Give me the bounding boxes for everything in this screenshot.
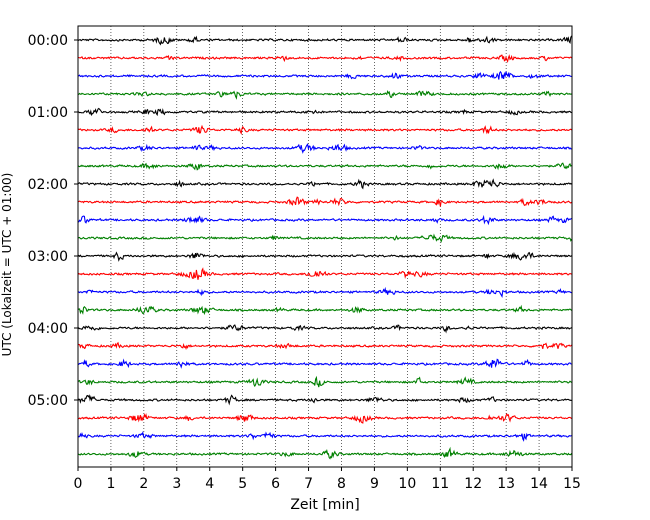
x-tick-label: 4 xyxy=(205,476,214,492)
x-tick-label: 11 xyxy=(431,476,449,492)
x-tick-label: 9 xyxy=(370,476,379,492)
y-tick-label: 05:00 xyxy=(28,393,68,409)
x-tick-label: 8 xyxy=(337,476,346,492)
y-tick-label: 00:00 xyxy=(28,33,68,49)
trace-line xyxy=(77,412,572,424)
y-tick-label: 01:00 xyxy=(28,105,68,121)
x-tick-label: 3 xyxy=(172,476,181,492)
trace-line xyxy=(77,143,572,154)
y-tick-label: 04:00 xyxy=(28,321,68,337)
trace-line xyxy=(77,124,572,136)
x-tick-label: 7 xyxy=(304,476,313,492)
x-tick-label: 15 xyxy=(563,476,581,492)
y-tick-label: 02:00 xyxy=(28,177,68,193)
trace-line xyxy=(77,286,572,299)
x-tick-label: 10 xyxy=(398,476,416,492)
trace-line xyxy=(77,214,572,226)
y-axis-label: UTC (Lokalzeit = UTC + 01:00) xyxy=(0,173,14,357)
x-axis-ticks: 0 1 2 3 4 5 6 7 8 9 10 11 12 13 14 15 xyxy=(74,467,581,492)
trace-line xyxy=(77,196,572,207)
x-tick-label: 13 xyxy=(497,476,515,492)
plot-frame xyxy=(77,25,573,468)
trace-line xyxy=(77,341,572,350)
trace-line xyxy=(77,107,572,117)
x-tick-label: 6 xyxy=(271,476,280,492)
trace-line xyxy=(77,178,572,190)
x-tick-label: 12 xyxy=(464,476,482,492)
x-tick-label: 0 xyxy=(74,476,83,492)
trace-line xyxy=(77,251,572,262)
x-tick-label: 2 xyxy=(139,476,148,492)
trace-line xyxy=(77,70,572,80)
trace-line xyxy=(77,358,572,369)
x-tick-label: 5 xyxy=(238,476,247,492)
y-axis-ticks: 00:00 01:00 02:00 03:00 04:00 05:00 xyxy=(28,33,78,409)
x-axis-label: Zeit [min] xyxy=(290,497,359,513)
trace-line xyxy=(77,324,572,334)
trace-line xyxy=(77,375,572,388)
trace-line xyxy=(77,304,572,316)
seismic-traces xyxy=(77,35,573,460)
x-tick-label: 14 xyxy=(530,476,548,492)
x-tick-label: 1 xyxy=(106,476,115,492)
trace-line xyxy=(77,90,572,100)
trace-line xyxy=(77,54,573,63)
trace-line xyxy=(77,431,572,442)
trace-line xyxy=(77,233,573,243)
trace-line xyxy=(77,446,573,460)
trace-line xyxy=(77,35,573,46)
y-tick-label: 03:00 xyxy=(28,249,68,265)
trace-line xyxy=(77,267,572,280)
trace-line xyxy=(77,394,572,406)
trace-line xyxy=(77,162,572,171)
